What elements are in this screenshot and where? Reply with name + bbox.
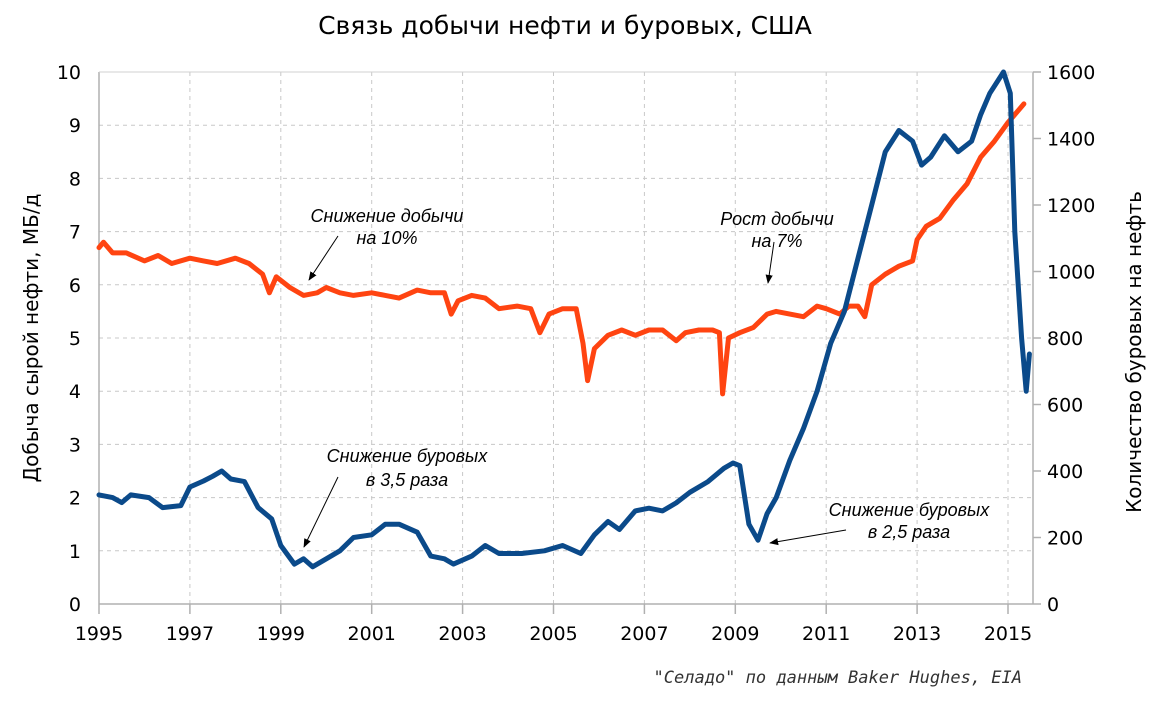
annotation-arrow: [303, 476, 339, 548]
annotation-text: на 7%: [752, 231, 803, 251]
annotation-production-growth: Рост добычи на 7%: [720, 209, 834, 284]
x-tick-label: 1997: [166, 623, 214, 645]
y2-tick-label: 1600: [1047, 62, 1095, 84]
axes: 0 1 2 3 4 5 6 7 8 9 10 1995 1997 1999 2001 2003 2005 2007…: [57, 62, 1096, 645]
annotation-production-decline: Снижение добычи на 10%: [308, 206, 464, 281]
y2-tick-label: 600: [1047, 395, 1083, 417]
y-tick-label: 5: [69, 328, 81, 350]
y2-tick-label: 1400: [1047, 129, 1095, 151]
y-tick-label: 0: [69, 594, 81, 616]
x-tick-label: 2001: [348, 623, 396, 645]
series: [96, 69, 1032, 570]
annotation-text: Рост добычи: [720, 209, 833, 229]
y-tick-label: 2: [69, 488, 81, 510]
y2-tick-label: 1200: [1047, 195, 1095, 217]
y-tick-label: 9: [69, 115, 81, 137]
annotation-text: Снижение буровых: [829, 500, 991, 520]
annotation-text: в 2,5 раза: [868, 522, 950, 542]
y-tick-label: 6: [69, 275, 81, 297]
y-tick-label: 3: [69, 434, 81, 456]
y-tick-label: 7: [69, 222, 81, 244]
annotation-text: Снижение добычи: [311, 206, 464, 226]
y2-tick-label: 0: [1047, 594, 1059, 616]
x-tick-label: 2007: [620, 623, 668, 645]
x-tick-label: 1999: [257, 623, 305, 645]
y2-tick-label: 800: [1047, 328, 1083, 350]
y2-tick-label: 200: [1047, 528, 1083, 550]
annotation-rigs-decline-2009: Снижение буровых в 2,5 раза: [769, 500, 991, 546]
x-tick-label: 2009: [711, 623, 759, 645]
annotation-arrow: [308, 235, 339, 281]
y-axis-label: Добыча сырой нефти, МБ/д: [19, 194, 43, 483]
grid: [99, 71, 1033, 604]
source-note: "Селадо" по данным Baker Hughes, EIA: [654, 668, 1022, 688]
annotation-text: в 3,5 раза: [366, 470, 448, 490]
production-line: [96, 101, 1027, 397]
y2-tick-label: 1000: [1047, 262, 1095, 284]
y-tick-label: 8: [69, 168, 81, 190]
annotation-arrow: [765, 241, 775, 284]
x-tick-label: 1995: [75, 623, 123, 645]
rigs-line: [96, 69, 1032, 570]
annotation-rigs-decline-1999: Снижение буровых в 3,5 раза: [303, 446, 489, 548]
y-tick-label: 1: [69, 541, 81, 563]
annotation-arrow: [769, 529, 847, 546]
x-tick-label: 2013: [893, 623, 941, 645]
y-tick-label: 4: [69, 381, 81, 403]
annotation-text: на 10%: [357, 228, 418, 248]
x-tick-label: 2005: [529, 623, 577, 645]
y-tick-label: 10: [57, 62, 81, 84]
annotation-text: Снижение буровых: [327, 446, 489, 466]
y2-axis-label: Количество буровых на нефть: [1122, 191, 1146, 513]
x-tick-label: 2011: [802, 623, 850, 645]
y2-tick-label: 400: [1047, 461, 1083, 483]
x-tick-label: 2015: [984, 623, 1032, 645]
x-tick-label: 2003: [438, 623, 486, 645]
chart-title: Связь добычи нефти и буровых, США: [318, 11, 812, 40]
